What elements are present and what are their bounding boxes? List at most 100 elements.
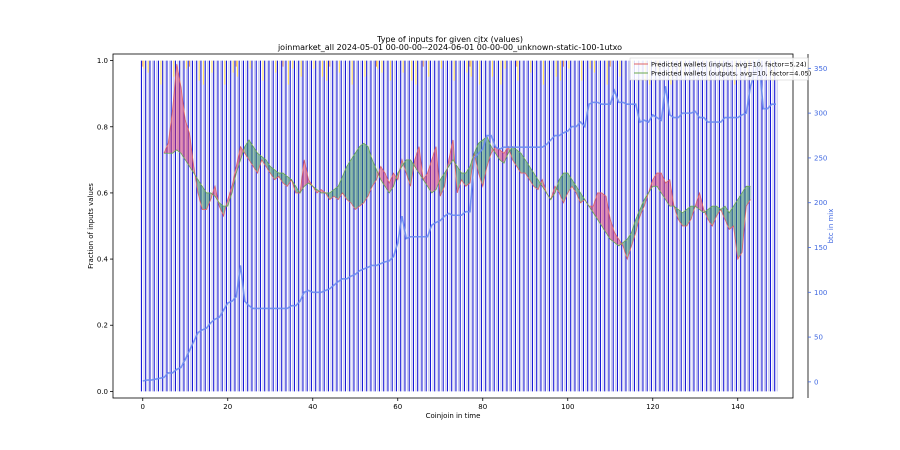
wallet-fill-segment bbox=[563, 173, 568, 203]
x-axis-label: Coinjoin in time bbox=[426, 412, 481, 420]
wallet-fill-segment bbox=[610, 219, 615, 243]
wallet-fill-segment bbox=[623, 239, 628, 260]
wallet-fill-segment bbox=[283, 173, 288, 187]
wallet-fill-segment bbox=[482, 136, 487, 187]
wallet-fill-segment bbox=[665, 179, 670, 207]
wallet-fill-segment bbox=[457, 166, 462, 193]
wallet-fill-segment bbox=[440, 173, 445, 197]
wallet-fill-segment bbox=[278, 173, 283, 183]
x-axis-ticks: 0 20 40 60 80 100 120 140 bbox=[141, 398, 744, 411]
wallet-fill-segment bbox=[631, 219, 636, 246]
y-tick-label: 0.8 bbox=[97, 123, 108, 131]
right-y-tick-label: 300 bbox=[814, 110, 827, 118]
wallet-fill-segment bbox=[742, 186, 747, 253]
wallet-fill-segment bbox=[465, 166, 470, 187]
wallet-fill-segment bbox=[733, 199, 738, 260]
y-tick-label: 0.2 bbox=[97, 322, 108, 330]
x-tick-label: 60 bbox=[393, 403, 402, 411]
wallet-fill-segment bbox=[202, 186, 207, 210]
wallet-fill-segment bbox=[266, 159, 271, 174]
x-tick-label: 120 bbox=[646, 403, 659, 411]
wallet-fill-segment bbox=[614, 232, 619, 246]
wallet-fill-segment bbox=[355, 146, 360, 210]
y-tick-label: 1.0 bbox=[97, 57, 108, 65]
wallet-fill-segment bbox=[181, 87, 186, 160]
wallet-fill-segment bbox=[461, 173, 466, 187]
right-y-axis-label: btc in mix bbox=[827, 209, 835, 244]
right-y-tick-label: 250 bbox=[814, 154, 827, 162]
wallet-fill-segment bbox=[521, 153, 526, 174]
wallet-fill-segment bbox=[516, 149, 521, 174]
wallet-fill-segment bbox=[678, 209, 683, 226]
right-y-tick-label: 0 bbox=[814, 378, 818, 386]
series-line-btc-in-mix bbox=[142, 59, 776, 382]
right-y-tick-label: 150 bbox=[814, 244, 827, 252]
wallet-fill-segment bbox=[725, 206, 730, 230]
wallet-fill-segment bbox=[368, 146, 373, 197]
x-tick-label: 20 bbox=[223, 403, 232, 411]
plot-area bbox=[140, 59, 778, 392]
wallet-fill-segment bbox=[334, 186, 339, 200]
right-y-tick-label: 50 bbox=[814, 334, 823, 342]
wallet-fill-segment bbox=[198, 179, 203, 210]
right-y-tick-label: 100 bbox=[814, 289, 827, 297]
right-y-tick-label: 350 bbox=[814, 65, 827, 73]
wallet-fill-segment bbox=[185, 120, 190, 167]
wallet-fill-segment bbox=[737, 192, 742, 260]
legend: Predicted wallets (inputs, avg=10, facto… bbox=[629, 57, 811, 81]
legend-label-inputs: Predicted wallets (inputs, avg=10, facto… bbox=[651, 61, 807, 69]
wallet-fill-segment bbox=[652, 173, 657, 187]
wallet-fill-segment bbox=[338, 176, 343, 200]
wallet-fill-segment bbox=[606, 196, 611, 240]
series-line-inputs bbox=[163, 63, 751, 261]
wallet-fill-segment bbox=[657, 173, 662, 193]
wallet-fill-segment bbox=[572, 179, 577, 193]
plot-frame bbox=[112, 53, 794, 399]
x-tick-label: 0 bbox=[141, 403, 145, 411]
wallet-fill-segment bbox=[640, 199, 645, 217]
wallet-fill-segment bbox=[372, 159, 377, 187]
y-axis-ticks: 0.0 0.2 0.4 0.6 0.8 1.0 bbox=[97, 57, 113, 396]
wallet-fill-segment bbox=[270, 166, 275, 180]
wallet-fill-segment bbox=[423, 173, 428, 187]
wallet-fill-segment bbox=[363, 143, 368, 203]
right-y-tick-label: 200 bbox=[814, 199, 827, 207]
x-tick-label: 100 bbox=[561, 403, 574, 411]
wallet-fill-segment bbox=[601, 192, 606, 233]
series-line-outputs bbox=[164, 136, 751, 247]
wallet-fill-segment bbox=[529, 166, 534, 187]
wallet-fill-segment bbox=[576, 186, 581, 203]
wallet-fill-segment bbox=[427, 159, 432, 193]
y-tick-label: 0.4 bbox=[97, 256, 109, 264]
wallet-fill-segment bbox=[176, 63, 181, 154]
wallet-fill-segment bbox=[729, 206, 734, 230]
wallet-fill-segment bbox=[385, 173, 390, 193]
wallet-fill-segment bbox=[351, 153, 356, 210]
wallet-fill-segment bbox=[597, 192, 602, 226]
wallet-fill-segment bbox=[533, 173, 538, 190]
wallet-fill-segment bbox=[495, 146, 500, 160]
wallet-fill-segment bbox=[253, 146, 258, 174]
wallet-fill-segment bbox=[257, 153, 262, 174]
right-y-axis-ticks: 0 50 100 150 200 250 300 350 bbox=[808, 65, 827, 386]
x-tick-label: 40 bbox=[308, 403, 317, 411]
wallet-fill-segment bbox=[389, 173, 394, 193]
wallet-fill-segment bbox=[559, 173, 564, 203]
wallet-fill-segment bbox=[249, 140, 254, 167]
chart-subtitle: joinmarket_all 2024-05-01 00-00-00--2024… bbox=[277, 43, 622, 52]
wallet-fill-segment bbox=[635, 209, 640, 233]
chart-title: Type of inputs for given cjtx (values) bbox=[376, 35, 523, 44]
wallet-fill-segment bbox=[431, 146, 436, 193]
legend-box bbox=[629, 57, 809, 81]
wallet-fill-segment bbox=[261, 156, 266, 167]
wallet-fill-segment bbox=[682, 209, 687, 226]
wallet-fill-segment bbox=[359, 143, 364, 207]
y-tick-label: 0.0 bbox=[97, 388, 108, 396]
x-tick-label: 80 bbox=[478, 403, 487, 411]
legend-label-outputs: Predicted wallets (outputs, avg=10, fact… bbox=[651, 70, 811, 78]
y-axis-label: Fraction of inputs values bbox=[87, 183, 95, 269]
wallet-fill-segment bbox=[206, 192, 211, 210]
wallet-fill-segment bbox=[487, 136, 492, 167]
wallet-fill-segment bbox=[346, 159, 351, 203]
